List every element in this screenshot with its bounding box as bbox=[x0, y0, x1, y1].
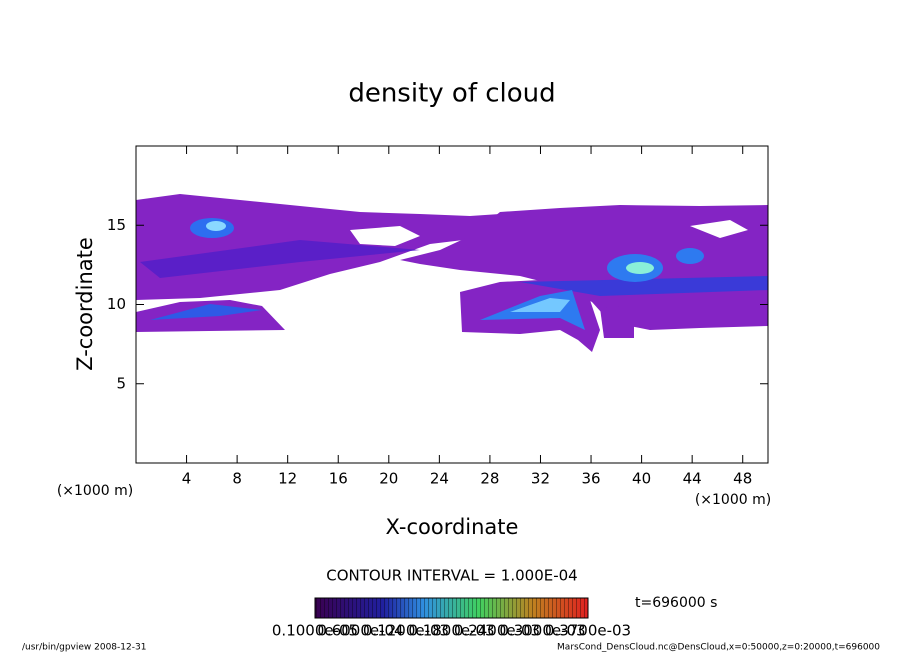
x-tick-label: 12 bbox=[278, 470, 297, 488]
y-tick-label: 15 bbox=[107, 216, 126, 234]
x-tick-label: 32 bbox=[531, 470, 550, 488]
contour-interval: CONTOUR INTERVAL = 1.000E-04 bbox=[326, 567, 577, 585]
colorbar-label: 0.3700e-03 bbox=[545, 622, 631, 640]
colorbar-label: 0.3000e-03 bbox=[499, 622, 585, 640]
colorbar-stripes bbox=[315, 598, 588, 618]
time-label: t=696000 s bbox=[635, 595, 717, 611]
x-tick-label: 40 bbox=[632, 470, 651, 488]
x-tick-label: 8 bbox=[232, 470, 242, 488]
x-tick-label: 36 bbox=[581, 470, 600, 488]
x-tick-label: 16 bbox=[329, 470, 348, 488]
x-tick-label: 20 bbox=[379, 470, 398, 488]
colorbar-label: 0.2400e-03 bbox=[454, 622, 540, 640]
x-tick-label: 4 bbox=[182, 470, 192, 488]
y-tick-label: 5 bbox=[116, 374, 126, 392]
x-tick-label: 24 bbox=[430, 470, 449, 488]
colorbar-labels: 0.1000e-050.6000e-040.1200e-030.1800e-03… bbox=[272, 622, 631, 640]
y-unit: (×1000 m) bbox=[57, 483, 133, 499]
chart-title: density of cloud bbox=[348, 79, 555, 109]
x-tick-label: 44 bbox=[683, 470, 702, 488]
colorbar-label: 0.6000e-04 bbox=[317, 622, 403, 640]
x-tick-label: 28 bbox=[480, 470, 499, 488]
x-axis-label: X-coordinate bbox=[386, 515, 519, 539]
footer-left: /usr/bin/gpview 2008-12-31 bbox=[22, 643, 146, 653]
y-tick-label: 10 bbox=[107, 295, 126, 313]
cloud-field bbox=[136, 194, 768, 352]
colorbar-label: 0.1200e-03 bbox=[363, 622, 449, 640]
footer-right: MarsCond_DensCloud.nc@DensCloud,x=0:5000… bbox=[557, 643, 880, 653]
colorbar-label: 0.1000e-05 bbox=[272, 622, 358, 640]
x-tick-label: 48 bbox=[733, 470, 752, 488]
y-axis-label: Z-coordinate bbox=[73, 237, 97, 371]
x-unit: (×1000 m) bbox=[695, 492, 771, 508]
colorbar-label: 0.1800e-03 bbox=[408, 622, 494, 640]
